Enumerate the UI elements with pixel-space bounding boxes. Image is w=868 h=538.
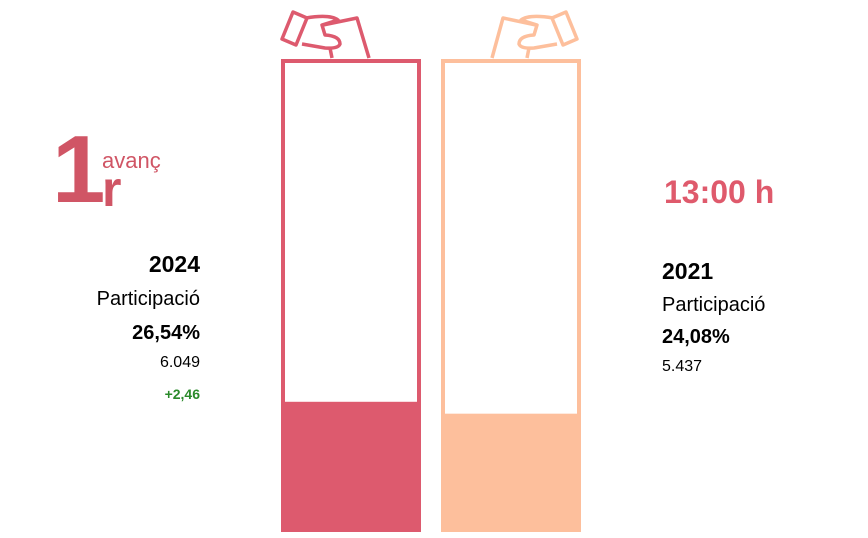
ballot-hand-icon-2024 [280, 10, 371, 59]
bar-fill-2024 [281, 401, 421, 530]
time-label: 13:00 h [664, 174, 775, 210]
year-2021: 2021 [662, 258, 714, 284]
round-suffix: r [102, 161, 122, 217]
round-label: avanç [102, 148, 161, 173]
year-2024: 2024 [148, 251, 200, 277]
votes-2024: 6.049 [159, 354, 200, 371]
participation-label-2024: Participació [96, 288, 200, 310]
participation-label-2021: Participació [662, 294, 766, 316]
ballot-hand-icon-2021 [490, 10, 579, 59]
round-number: 1 [52, 116, 106, 223]
bar-fill-2021 [441, 413, 581, 530]
diff-2024: +2,46 [164, 386, 200, 402]
percent-2021: 24,08% [662, 326, 730, 348]
votes-2021: 5.437 [662, 358, 703, 375]
percent-2024: 26,54% [132, 322, 200, 344]
